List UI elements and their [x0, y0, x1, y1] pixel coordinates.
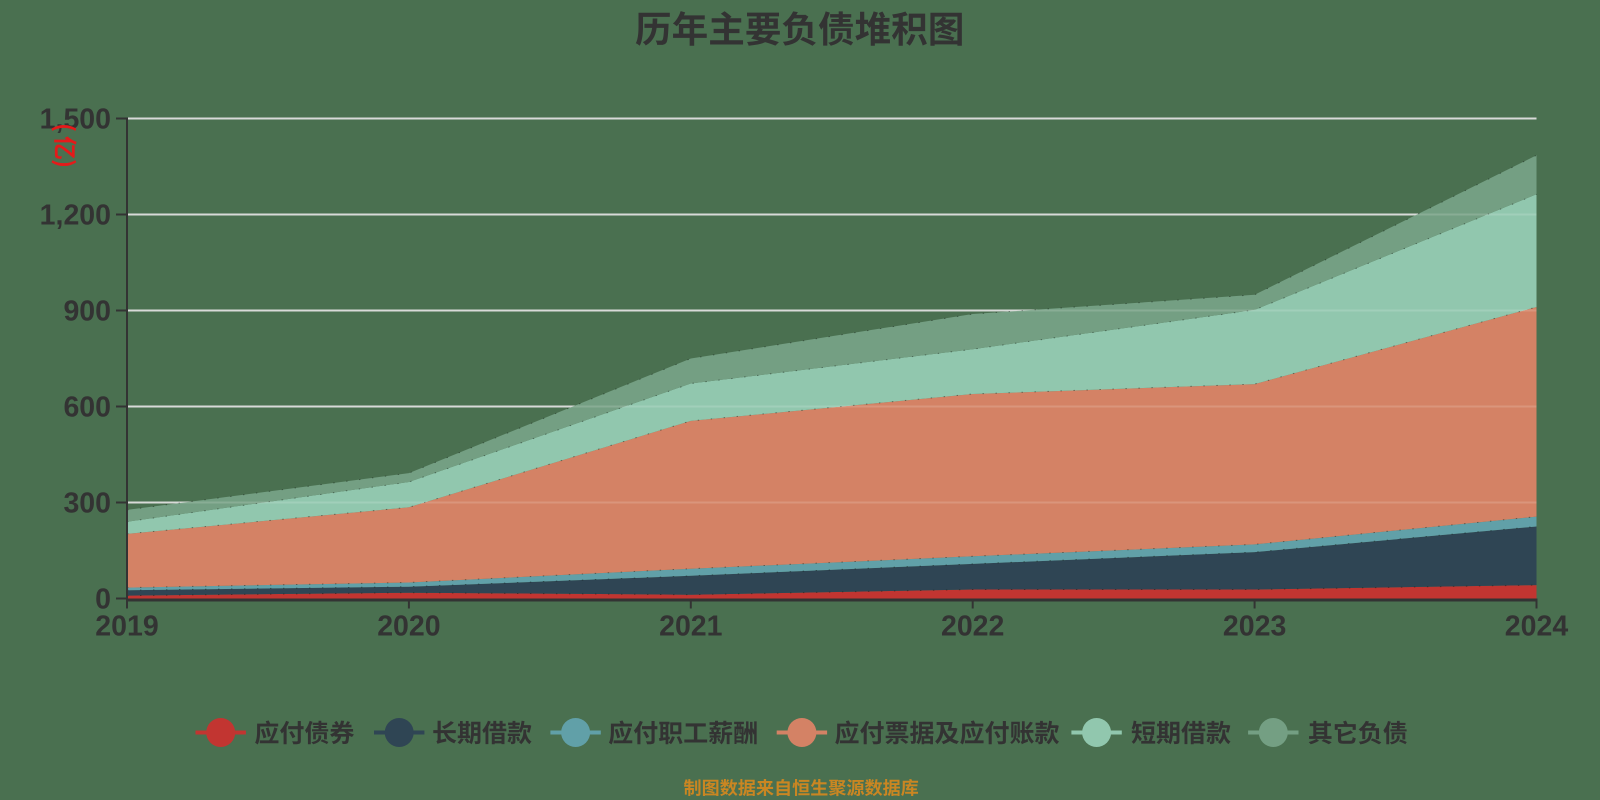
- svg-text:0: 0: [95, 584, 111, 616]
- svg-text:2023: 2023: [1223, 611, 1286, 643]
- svg-text:2022: 2022: [941, 611, 1004, 643]
- svg-text:300: 300: [63, 488, 111, 520]
- svg-text:2021: 2021: [659, 611, 723, 643]
- svg-text:1,200: 1,200: [40, 200, 111, 232]
- svg-text:2020: 2020: [377, 611, 440, 643]
- svg-text:2024: 2024: [1505, 611, 1569, 643]
- svg-text:600: 600: [63, 392, 111, 424]
- svg-text:2019: 2019: [95, 611, 158, 643]
- svg-text:900: 900: [63, 296, 111, 328]
